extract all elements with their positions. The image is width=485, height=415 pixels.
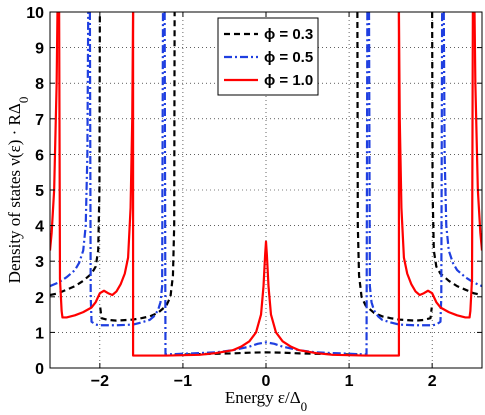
legend-box (217, 17, 319, 96)
x-axis-label: Energy ε/Δ0 (225, 388, 307, 414)
y-tick-label: 2 (35, 290, 44, 307)
x-tick-label: 2 (428, 373, 437, 390)
series-segment (99, 12, 176, 322)
legend-label: ϕ = 0.5 (264, 49, 313, 66)
y-tick-label: 9 (35, 41, 44, 58)
y-tick-label: 10 (26, 5, 44, 22)
x-axis-label-subscript: 0 (301, 399, 308, 414)
x-tick-label: 1 (345, 373, 354, 390)
series-lines (50, 12, 482, 357)
y-tick-label: 4 (35, 219, 44, 236)
legend: ϕ = 0.3 ϕ = 0.5 ϕ = 1.0 (217, 17, 319, 96)
series-segment (356, 12, 433, 322)
series-segment (50, 12, 101, 297)
series-segment (367, 12, 444, 327)
y-tick-label: 7 (35, 112, 44, 129)
legend-entry: ϕ = 0.5 (224, 49, 313, 66)
legend-entry: ϕ = 0.3 (224, 26, 313, 43)
y-axis-label: Density of states ν(ε) · RΔ0 (5, 97, 31, 284)
series-segment (163, 12, 369, 356)
y-tick-label: 8 (35, 76, 44, 93)
legend-entry: ϕ = 1.0 (224, 72, 313, 89)
x-tick-label: −2 (91, 373, 109, 390)
legend-label: ϕ = 0.3 (264, 26, 313, 43)
series-segment (88, 12, 165, 327)
x-axis-label-main: Energy ε/Δ (225, 388, 301, 407)
series-segment (58, 12, 135, 319)
x-tick-label: −1 (174, 373, 192, 390)
x-tick-label: 0 (262, 373, 271, 390)
axis-ticks: −2 −1 0 1 2 0 1 2 3 4 5 6 7 8 9 10 (26, 5, 482, 390)
y-axis-label-subscript: 0 (16, 97, 31, 104)
series-segment (131, 12, 401, 357)
legend-label: ϕ = 1.0 (264, 72, 313, 89)
y-tick-label: 0 (35, 361, 44, 378)
series-segment (397, 12, 474, 319)
y-tick-label: 1 (35, 325, 44, 342)
y-tick-label: 3 (35, 254, 44, 271)
y-tick-label: 6 (35, 147, 44, 164)
y-tick-label: 5 (35, 183, 44, 200)
y-axis-label-main: Density of states ν(ε) · RΔ (5, 103, 24, 283)
